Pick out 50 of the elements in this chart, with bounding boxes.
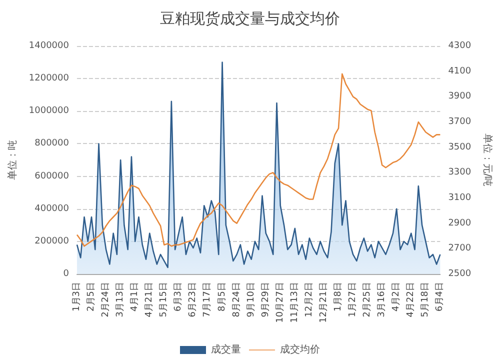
x-tick-label: 2月25日 [362, 282, 373, 318]
x-tick-label: 9月10日 [246, 282, 256, 318]
x-tick-label: 1月8日 [333, 282, 344, 312]
x-tick-label: 4月2日 [392, 282, 402, 312]
y-tick-label: 1000000 [28, 106, 70, 116]
x-tick-label: 4月1日 [130, 282, 140, 312]
x-tick-label: 6月4日 [435, 282, 446, 312]
y2-tick-label: 3700 [448, 117, 472, 127]
x-tick-label: 6月23日 [188, 282, 198, 318]
x-tick-label: 11月13日 [290, 282, 300, 323]
y2-tick-label: 3900 [448, 92, 472, 102]
y-tick-label: 0 [63, 269, 70, 279]
legend-label: 成交均价 [280, 344, 320, 356]
chart-title: 豆粕现货成交量与成交均价 [160, 10, 340, 28]
y2-tick-label: 2700 [448, 244, 472, 254]
x-tick-label: 1月27日 [348, 282, 358, 318]
x-tick-label: 8月24日 [232, 282, 242, 318]
y-tick-label: 1200000 [28, 74, 70, 84]
x-tick-label: 9月29日 [260, 282, 271, 318]
y-tick-label: 1400000 [28, 41, 70, 51]
y2-tick-label: 4300 [448, 41, 472, 51]
x-tick-label: 2月5日 [86, 282, 97, 312]
y2-tick-label: 2500 [448, 269, 472, 279]
x-tick-label: 5月15日 [159, 282, 170, 318]
legend-label: 成交量 [211, 344, 241, 356]
x-tick-label: 4月22日 [406, 282, 416, 318]
x-tick-label: 4月21日 [144, 282, 155, 318]
x-tick-label: 8月5日 [217, 282, 228, 312]
y-tick-label: 800000 [34, 138, 70, 149]
y2-axis-title: 单位：元/吨 [482, 133, 494, 187]
x-tick-label: 3月13日 [116, 282, 126, 318]
y-axis-title: 单位：吨 [6, 140, 18, 180]
line-series [76, 73, 441, 247]
x-tick-label: 5月18日 [420, 282, 431, 318]
x-tick-label: 7月17日 [202, 282, 213, 318]
y2-tick-label: 3500 [448, 142, 472, 152]
x-tick-label: 10月27日 [275, 282, 286, 323]
y-tick-label: 200000 [34, 236, 70, 246]
x-tick-label: 1月3日 [72, 282, 82, 312]
y-tick-label: 400000 [34, 204, 70, 214]
y2-tick-label: 3300 [448, 168, 472, 178]
y2-tick-label: 3100 [448, 193, 472, 203]
x-tick-label: 6月3日 [174, 282, 184, 312]
y2-tick-label: 2900 [448, 218, 472, 228]
x-tick-label: 12月21日 [318, 282, 329, 323]
y-tick-label: 600000 [34, 171, 70, 182]
x-tick-label: 3月16日 [377, 282, 388, 318]
x-tick-label: 12月2日 [304, 282, 314, 318]
x-tick-label: 2月24日 [101, 282, 112, 318]
y2-tick-label: 4100 [448, 66, 472, 76]
